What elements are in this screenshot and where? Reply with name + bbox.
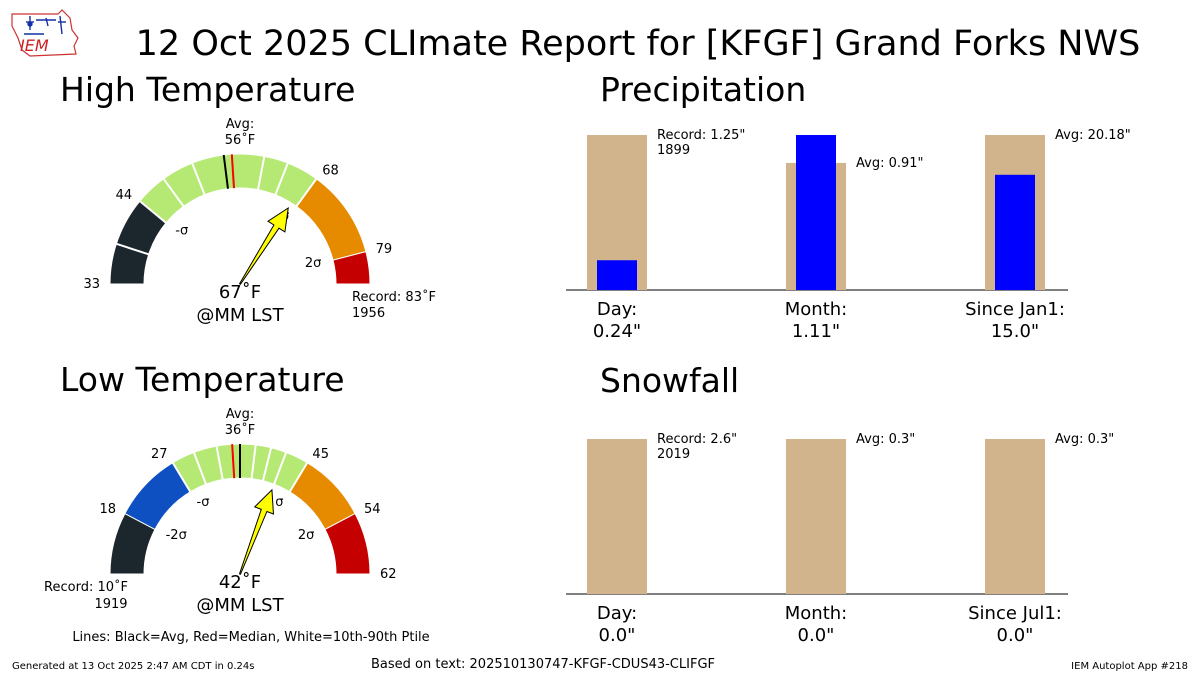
- tick-label: 33: [83, 277, 100, 292]
- observed-time: @MM LST: [196, 305, 284, 326]
- bar-avg-label: Avg: 0.91": [856, 156, 924, 171]
- bar-avg-label: 2019: [657, 447, 690, 462]
- percentile-line: [295, 178, 318, 207]
- bar-value-label: 15.0": [991, 321, 1039, 342]
- median-line: [230, 154, 235, 189]
- bar-avg-label: Record: 1.25": [657, 128, 745, 143]
- percentile-line: [215, 445, 224, 480]
- iem-logo: IEM: [11, 9, 79, 57]
- avg-line: [222, 154, 229, 189]
- observed-bar: [995, 174, 1035, 290]
- bar-value-label: 1.11": [792, 321, 840, 342]
- record-year: 1919: [94, 597, 127, 612]
- tick-label: 54: [364, 502, 381, 517]
- avg-value: 36˚F: [225, 422, 256, 438]
- percentile-line: [139, 200, 167, 224]
- median-line: [231, 444, 236, 479]
- tick-label: 68: [322, 164, 339, 179]
- record-label: Record: 10˚F: [44, 579, 128, 595]
- record-label: Record: 83˚F: [352, 289, 436, 305]
- bar-avg-label: Avg: 0.3": [856, 432, 915, 447]
- percentile-line: [257, 156, 266, 190]
- bar-value-label: 0.0": [599, 625, 636, 646]
- percentile-line: [288, 462, 309, 493]
- avg-bar: [985, 439, 1045, 594]
- sigma-label: 2σ: [305, 256, 322, 271]
- avg-bar: [786, 439, 846, 594]
- gauge-low: Low Temperature 18 27 45 54 62 -2σ -σ σ 2σ Avg:36˚…: [44, 360, 397, 616]
- sigma-label: -σ: [197, 495, 210, 510]
- bar-category-label: Since Jul1:: [968, 603, 1062, 624]
- bar-chart-title: Snowfall: [600, 361, 739, 400]
- sigma-label: -σ: [175, 223, 188, 238]
- record-year: 1956: [352, 306, 385, 321]
- bar-avg-label: Record: 2.6": [657, 432, 737, 447]
- footer-generated: Generated at 13 Oct 2025 2:47 AM CDT in …: [12, 661, 254, 672]
- observed-bar: [796, 135, 836, 290]
- percentile-line: [171, 462, 192, 493]
- gauge-zone: [332, 251, 371, 285]
- legend-note: Lines: Black=Avg, Red=Median, White=10th…: [72, 630, 429, 645]
- observed-needle: [238, 206, 289, 285]
- bar-value-label: 0.0": [798, 625, 835, 646]
- bar-value-label: 0.0": [997, 625, 1034, 646]
- bar-avg-label: 1899: [657, 143, 690, 158]
- bar-avg-label: Avg: 20.18": [1055, 128, 1131, 143]
- observed-time: @MM LST: [196, 595, 284, 616]
- gauge-zone: [324, 512, 371, 575]
- avg-label: Avg:: [226, 117, 254, 132]
- percentile-line: [116, 242, 150, 256]
- tick-label: 45: [312, 447, 329, 462]
- gauge-title: Low Temperature: [60, 360, 345, 399]
- bar-chart-precip: Precipitation Record: 1.25"1899 Day:0.24" A…: [566, 70, 1131, 342]
- gauge-title: High Temperature: [60, 70, 355, 109]
- observed-bar: [597, 260, 637, 290]
- avg-bar: [587, 439, 647, 594]
- bar-category-label: Day:: [597, 603, 637, 624]
- tick-label: 79: [376, 242, 393, 257]
- tick-label: 18: [99, 502, 116, 517]
- percentile-line: [273, 452, 288, 485]
- tick-label: 27: [151, 447, 168, 462]
- percentile-line: [191, 162, 206, 196]
- bar-category-label: Since Jan1:: [965, 299, 1065, 320]
- avg-label: Avg:: [226, 407, 254, 422]
- avg-value: 56˚F: [225, 132, 256, 148]
- footer-app: IEM Autoplot App #218: [1071, 661, 1188, 672]
- tick-label: 44: [116, 188, 133, 203]
- weather-station-icon: [24, 15, 66, 35]
- sigma-label: -2σ: [166, 528, 187, 543]
- observed-value: 67˚F: [219, 282, 261, 303]
- sigma-label: σ: [275, 495, 283, 510]
- footer-based-on: Based on text: 202510130747-KFGF-CDUS43-…: [371, 657, 715, 672]
- logo-text: IEM: [20, 36, 49, 55]
- percentile-line: [192, 452, 207, 485]
- sigma-label: 2σ: [298, 528, 315, 543]
- percentile-line: [250, 444, 257, 479]
- page-title: 12 Oct 2025 CLImate Report for [KFGF] Gr…: [136, 24, 1141, 64]
- bar-chart-title: Precipitation: [600, 70, 806, 109]
- percentile-line: [274, 162, 289, 196]
- bar-avg-label: Avg: 0.3": [1055, 432, 1114, 447]
- percentile-line: [162, 178, 185, 207]
- tick-label: 62: [380, 567, 397, 582]
- percentile-line: [262, 447, 273, 482]
- bar-category-label: Month:: [785, 299, 847, 320]
- bar-category-label: Day:: [597, 299, 637, 320]
- observed-needle: [238, 488, 275, 575]
- bar-value-label: 0.24": [593, 321, 641, 342]
- bar-category-label: Month:: [785, 603, 847, 624]
- observed-value: 42˚F: [219, 572, 261, 593]
